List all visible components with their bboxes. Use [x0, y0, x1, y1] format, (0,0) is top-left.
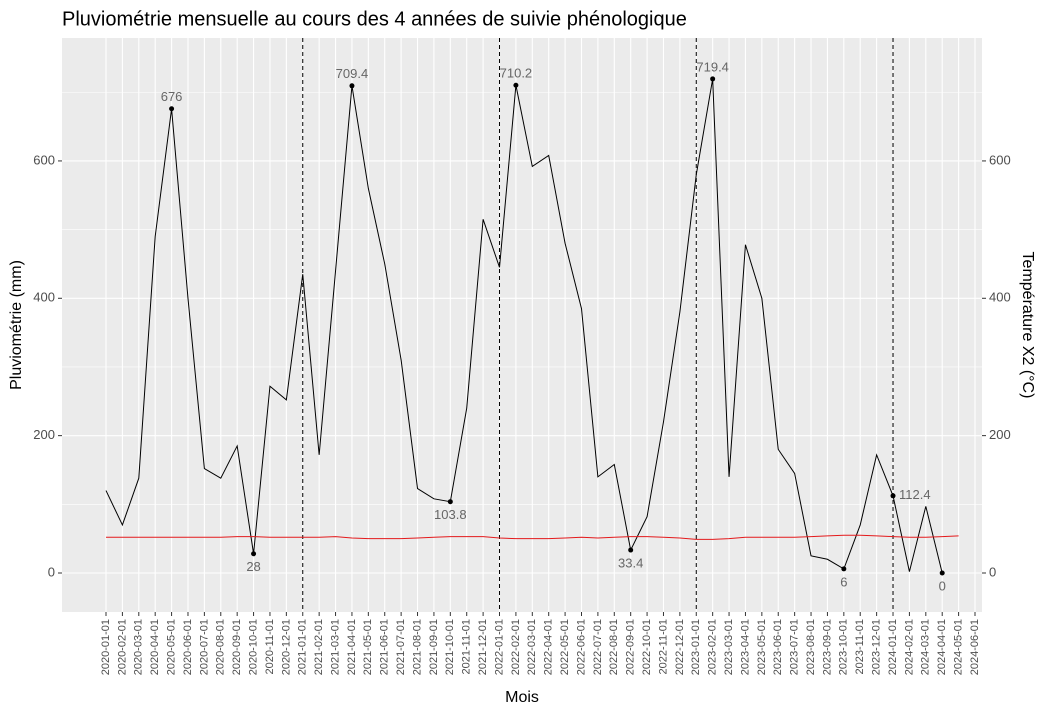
y2-tick-label: 200 [989, 427, 1011, 442]
point-label: 103.8 [434, 507, 467, 522]
x-tick-label: 2023-09-01 [821, 619, 833, 675]
x-tick-label: 2024-01-01 [887, 619, 899, 675]
point-label: 112.4 [899, 487, 931, 502]
point-label: 0 [939, 578, 946, 593]
point [939, 570, 945, 576]
x-tick-label: 2023-01-01 [690, 619, 702, 675]
point-label: 28 [246, 559, 260, 574]
series-line [106, 534, 959, 540]
y-tick-label: 600 [33, 152, 55, 167]
x-tick-label: 2023-08-01 [805, 619, 817, 675]
y-tick-label: 400 [33, 290, 55, 305]
point-label: 6 [840, 574, 847, 589]
point-label: 709.4 [336, 66, 369, 81]
x-tick-label: 2024-03-01 [920, 619, 932, 675]
point [447, 499, 453, 505]
y2-tick-label: 0 [989, 564, 996, 579]
point-label: 710.2 [500, 66, 533, 81]
x-tick-label: 2023-06-01 [772, 619, 784, 675]
x-tick-label: 2021-05-01 [362, 619, 374, 675]
chart-title: Pluviométrie mensuelle au cours des 4 an… [62, 8, 687, 30]
y2-tick-label: 400 [989, 290, 1011, 305]
point-label: 676 [161, 89, 183, 104]
y2-axis-title: Température X2 (°C) [1019, 252, 1036, 399]
point [251, 551, 257, 557]
x-tick-label: 2022-03-01 [526, 619, 538, 675]
x-tick-label: 2024-06-01 [969, 619, 981, 675]
x-tick-label: 2022-09-01 [625, 619, 637, 675]
x-tick-label: 2022-10-01 [641, 619, 653, 675]
x-tick-label: 2021-12-01 [477, 619, 489, 675]
x-tick-label: 2022-11-01 [657, 619, 669, 674]
x-tick-label: 2020-07-01 [198, 619, 210, 675]
point [628, 547, 634, 553]
y-axis-title: Pluviométrie (mm) [8, 260, 25, 390]
x-tick-label: 2021-06-01 [379, 619, 391, 675]
x-tick-label: 2020-03-01 [133, 619, 145, 675]
y-tick-label: 200 [33, 427, 55, 442]
x-tick-label: 2023-02-01 [707, 619, 719, 675]
x-tick-label: 2021-03-01 [329, 619, 341, 675]
point [169, 106, 175, 112]
x-tick-label: 2022-04-01 [543, 619, 555, 675]
x-tick-label: 2021-09-01 [428, 619, 440, 675]
x-tick-label: 2022-01-01 [493, 619, 505, 675]
x-tick-label: 2023-12-01 [871, 619, 883, 675]
x-tick-label: 2022-08-01 [608, 619, 620, 675]
x-tick-label: 2020-04-01 [149, 619, 161, 675]
x-tick-label: 2022-12-01 [674, 619, 686, 675]
x-tick-label: 2023-05-01 [756, 619, 768, 675]
point-label: 719.4 [696, 59, 729, 74]
x-tick-label: 2020-02-01 [116, 619, 128, 675]
x-tick-label: 2020-01-01 [100, 619, 112, 675]
x-tick-label: 2020-12-01 [280, 619, 292, 675]
x-tick-label: 2020-05-01 [165, 619, 177, 675]
x-tick-label: 2020-11-01 [264, 619, 276, 674]
x-tick-label: 2022-02-01 [510, 619, 522, 675]
series-line [105, 78, 943, 574]
x-tick-label: 2022-07-01 [592, 619, 604, 675]
point [841, 566, 847, 572]
x-tick-label: 2023-11-01 [854, 619, 866, 674]
panel [62, 38, 982, 612]
x-tick-label: 2023-04-01 [739, 619, 751, 675]
x-tick-label: 2021-07-01 [395, 619, 407, 675]
x-tick-label: 2021-02-01 [313, 619, 325, 675]
x-tick-label: 2020-08-01 [215, 619, 227, 675]
point [710, 76, 716, 82]
x-tick-label: 2023-03-01 [723, 619, 735, 675]
x-tick-label: 2021-01-01 [297, 619, 309, 675]
x-tick-label: 2021-10-01 [444, 619, 456, 675]
point [890, 493, 896, 499]
y2-tick-label: 600 [989, 152, 1011, 167]
x-tick-label: 2020-06-01 [182, 619, 194, 675]
x-tick-label: 2023-07-01 [789, 619, 801, 675]
y-tick-label: 0 [48, 564, 55, 579]
point [513, 82, 519, 88]
x-tick-label: 2021-11-01 [461, 619, 473, 674]
x-tick-label: 2024-02-01 [903, 619, 915, 675]
point [349, 83, 355, 89]
x-tick-label: 2021-08-01 [411, 619, 423, 675]
x-tick-label: 2024-04-01 [936, 619, 948, 675]
x-tick-label: 2020-10-01 [247, 619, 259, 675]
x-tick-label: 2022-06-01 [575, 619, 587, 675]
x-tick-label: 2021-04-01 [346, 619, 358, 675]
x-axis-title: Mois [505, 689, 539, 706]
x-tick-label: 2024-05-01 [953, 619, 965, 675]
x-tick-label: 2020-09-01 [231, 619, 243, 675]
x-tick-label: 2023-10-01 [838, 619, 850, 675]
x-tick-label: 2022-05-01 [559, 619, 571, 675]
point-label: 33.4 [618, 555, 643, 570]
